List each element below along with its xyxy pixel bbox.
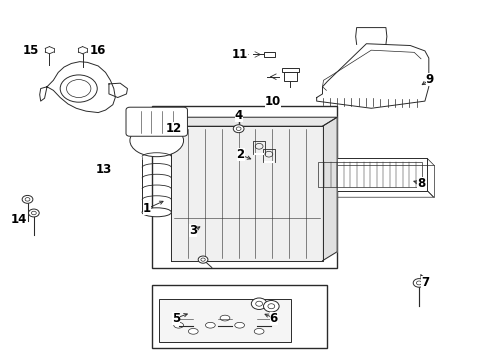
Text: 12: 12 bbox=[165, 122, 182, 135]
Ellipse shape bbox=[254, 328, 264, 334]
Ellipse shape bbox=[220, 315, 229, 321]
Circle shape bbox=[263, 301, 279, 312]
Text: 16: 16 bbox=[90, 44, 106, 57]
Polygon shape bbox=[316, 44, 428, 108]
Bar bbox=[159, 299, 290, 342]
Circle shape bbox=[412, 279, 424, 287]
Text: 3: 3 bbox=[189, 224, 197, 238]
Text: 5: 5 bbox=[172, 311, 180, 325]
Circle shape bbox=[22, 195, 33, 203]
Bar bbox=[312, 158, 427, 191]
Ellipse shape bbox=[188, 328, 198, 334]
FancyBboxPatch shape bbox=[126, 107, 187, 136]
Ellipse shape bbox=[205, 322, 215, 328]
Circle shape bbox=[28, 209, 39, 217]
Ellipse shape bbox=[142, 208, 171, 217]
Text: 2: 2 bbox=[236, 148, 244, 161]
Text: 8: 8 bbox=[416, 177, 424, 190]
Polygon shape bbox=[171, 126, 322, 261]
Circle shape bbox=[233, 125, 244, 133]
Text: 13: 13 bbox=[96, 163, 112, 176]
Polygon shape bbox=[109, 83, 127, 98]
Ellipse shape bbox=[130, 125, 183, 157]
Bar bbox=[152, 107, 336, 268]
Polygon shape bbox=[40, 62, 115, 113]
Text: 7: 7 bbox=[420, 276, 428, 289]
Circle shape bbox=[251, 298, 266, 310]
Circle shape bbox=[60, 75, 97, 102]
Bar bbox=[281, 68, 299, 72]
Polygon shape bbox=[322, 117, 336, 261]
Text: 6: 6 bbox=[269, 311, 277, 325]
Text: 11: 11 bbox=[231, 48, 247, 61]
Polygon shape bbox=[171, 117, 336, 126]
Text: 10: 10 bbox=[264, 95, 280, 108]
Bar bbox=[264, 51, 274, 57]
Bar bbox=[283, 72, 297, 81]
Ellipse shape bbox=[234, 322, 244, 328]
Text: 14: 14 bbox=[11, 213, 27, 226]
Text: 15: 15 bbox=[23, 44, 39, 57]
Text: 9: 9 bbox=[425, 73, 433, 86]
Bar bbox=[317, 162, 422, 187]
Text: 1: 1 bbox=[142, 202, 151, 215]
Bar bbox=[152, 285, 327, 348]
Ellipse shape bbox=[173, 322, 183, 328]
Circle shape bbox=[198, 256, 207, 263]
Text: 4: 4 bbox=[234, 109, 242, 122]
